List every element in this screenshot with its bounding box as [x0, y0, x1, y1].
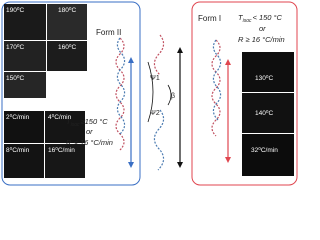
image-label: 150⁰C [6, 74, 24, 82]
image-label: 190⁰C [6, 6, 24, 14]
symbol: T [238, 13, 244, 22]
angle-label: β [171, 93, 175, 100]
condition: Tisoc< 150 °C [238, 13, 283, 24]
image-label: 130⁰C [255, 74, 273, 82]
image-label: 180⁰C [58, 6, 76, 14]
image-label: 2⁰C/min [6, 113, 30, 121]
angle-label: Ψ2 [150, 110, 160, 117]
figure: 190⁰C 180⁰C 170⁰C 160⁰C 150⁰C 2⁰C/min 4⁰… [1, 1, 298, 186]
image-label: 8⁰C/min [6, 146, 30, 154]
image-label: 4⁰C/min [48, 113, 72, 121]
image-label: 170⁰C [6, 43, 24, 51]
image-label: 160⁰C [58, 43, 76, 51]
image-label: 140⁰C [255, 109, 273, 117]
subscript: isoc [243, 18, 252, 24]
symbol: T [66, 117, 72, 126]
image-label: 16⁰C/min [48, 146, 75, 154]
or: or [259, 24, 266, 33]
subscript: isoc [71, 122, 80, 128]
temperature: ≥150 °C [81, 117, 109, 126]
form-ii-box [1, 1, 141, 186]
form-title: Form I [198, 14, 221, 23]
rate: R < 16 °C/min [66, 138, 113, 147]
arrows [128, 47, 231, 168]
temperature: < 150 °C [253, 13, 283, 22]
form-title: Form II [96, 28, 121, 37]
image-label: 32⁰C/min [251, 146, 278, 154]
helices [115, 34, 222, 171]
angle-label: Ψ1 [150, 75, 160, 82]
condition: Tisoc≥150 °C [66, 117, 108, 128]
form-ii-micrographs [4, 4, 87, 178]
form-i-micrographs [242, 52, 294, 176]
form-i-box [191, 1, 298, 186]
or: or [86, 127, 93, 136]
rate: R ≥ 16 °C/min [238, 35, 285, 44]
